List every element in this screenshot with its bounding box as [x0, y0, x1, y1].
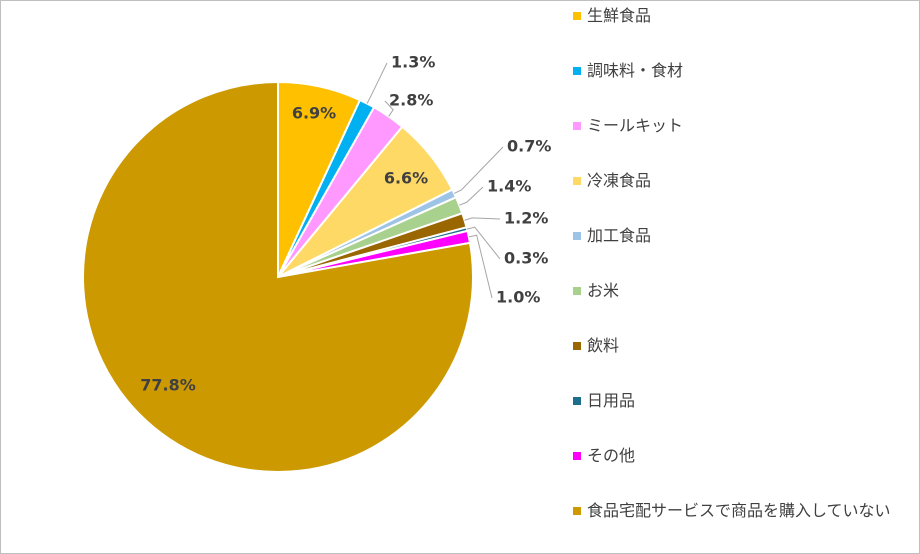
legend-swatch [573, 507, 581, 515]
leader-line [366, 62, 388, 104]
legend-label: 生鮮食品 [587, 6, 652, 25]
legend-item: その他 [573, 445, 903, 500]
legend-label: 冷凍食品 [587, 171, 652, 190]
legend-label: ミールキット [587, 116, 684, 135]
data-label: 1.4% [487, 177, 531, 196]
legend-label: 加工食品 [587, 226, 652, 245]
leader-line [384, 100, 394, 117]
data-label: 2.8% [389, 91, 433, 110]
legend-swatch [573, 12, 581, 20]
data-label: 77.8% [140, 376, 196, 395]
data-label: 1.2% [504, 209, 548, 228]
legend-item: ミールキット [573, 115, 903, 170]
legend-item: 飲料 [573, 335, 903, 390]
legend-swatch [573, 122, 581, 130]
legend-item: 日用品 [573, 390, 903, 445]
legend-item: 食品宅配サービスで商品を購入していない [573, 500, 903, 553]
legend-label: 日用品 [587, 391, 636, 410]
legend-swatch [573, 397, 581, 405]
legend-swatch [573, 342, 581, 350]
legend-label: 食品宅配サービスで商品を購入していない [587, 501, 891, 520]
legend-swatch [573, 67, 581, 75]
legend-item: 加工食品 [573, 225, 903, 280]
legend-label: その他 [587, 446, 636, 465]
legend-item: 冷凍食品 [573, 170, 903, 225]
leader-line [459, 186, 484, 206]
data-label: 0.7% [507, 137, 551, 156]
legend-swatch [573, 177, 581, 185]
legend-item: 調味料・食材 [573, 60, 903, 115]
legend-label: お米 [587, 281, 620, 300]
data-label: 1.3% [391, 53, 435, 72]
data-label: 6.6% [384, 169, 428, 188]
legend-swatch [573, 287, 581, 295]
leader-line [468, 234, 493, 299]
legend-swatch [573, 452, 581, 460]
leader-line [453, 146, 504, 194]
legend-swatch [573, 232, 581, 240]
legend-label: 調味料・食材 [587, 61, 684, 80]
leader-line [464, 217, 501, 221]
data-label: 6.9% [292, 104, 336, 123]
data-label: 0.3% [504, 249, 548, 268]
legend-item: お米 [573, 280, 903, 335]
legend-label: 飲料 [587, 336, 620, 355]
legend: 生鮮食品調味料・食材 ミールキット 冷凍食品加工食品お米飲料日用品その他食品宅配サー… [573, 5, 903, 553]
pie-slice [82, 80, 474, 473]
legend-item: 生鮮食品 [573, 5, 903, 60]
data-label: 1.0% [496, 288, 540, 307]
leader-line [466, 226, 501, 260]
